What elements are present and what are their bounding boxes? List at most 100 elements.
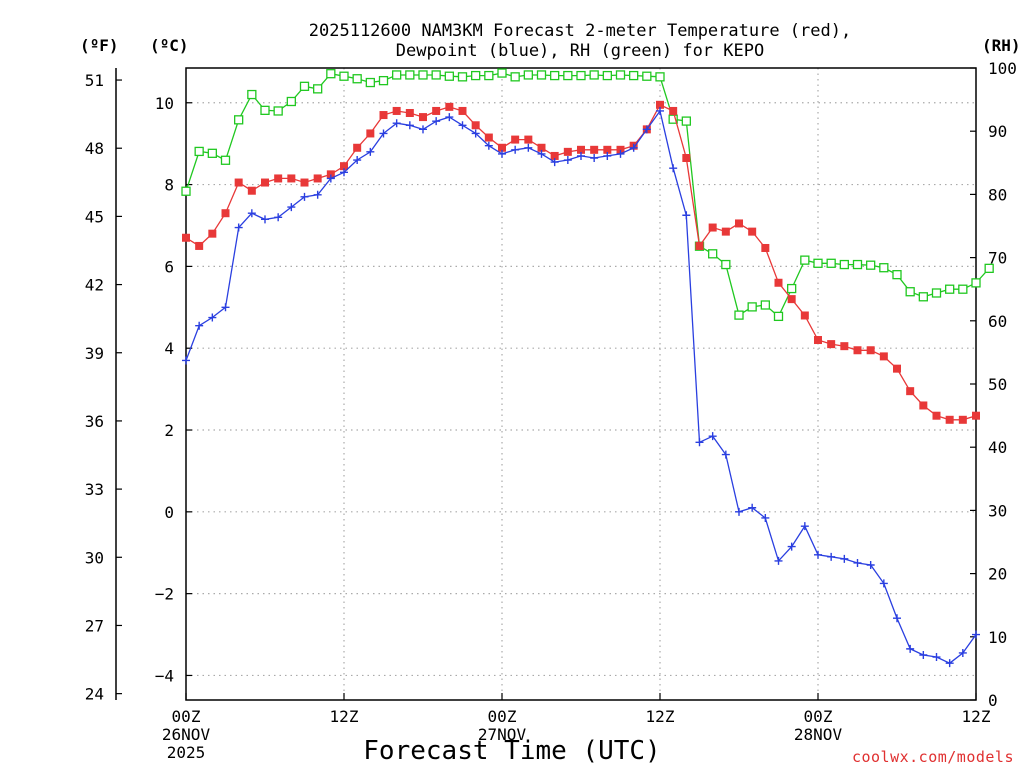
dewpoint-point bbox=[893, 614, 901, 623]
dewpoint-point bbox=[616, 149, 625, 158]
rh-tick-label: 70 bbox=[988, 249, 1007, 268]
rh-point bbox=[918, 292, 928, 302]
rh-point bbox=[615, 70, 626, 80]
temperature-point bbox=[326, 170, 335, 179]
fahrenheit-tick-label: 24 bbox=[85, 685, 104, 704]
dewpoint-point bbox=[682, 211, 691, 220]
rh-point bbox=[550, 70, 560, 81]
rh-point bbox=[642, 71, 652, 81]
rh-point bbox=[471, 70, 481, 81]
temperature-point bbox=[195, 241, 204, 250]
dewpoint-point bbox=[300, 192, 309, 201]
temperature-point bbox=[392, 106, 401, 115]
series-rh bbox=[181, 68, 994, 322]
dewpoint-point bbox=[603, 151, 612, 160]
grid-lines bbox=[186, 68, 976, 700]
rh-point bbox=[629, 70, 639, 81]
dewpoint-point bbox=[221, 303, 230, 312]
temperature-point bbox=[498, 143, 506, 152]
rh-point bbox=[852, 259, 863, 270]
dewpoint-point bbox=[419, 125, 427, 134]
dewpoint-point bbox=[247, 209, 256, 218]
temperature-point bbox=[340, 162, 348, 171]
dewpoint-point bbox=[761, 513, 770, 522]
rh-point bbox=[234, 115, 244, 125]
temperature-point bbox=[932, 411, 941, 420]
rh-point bbox=[207, 148, 217, 158]
rh-point bbox=[668, 114, 678, 124]
rh-point bbox=[286, 96, 296, 107]
time-tick-label: 28NOV bbox=[794, 725, 843, 744]
rh-point bbox=[418, 70, 428, 80]
temperature-point bbox=[708, 223, 717, 232]
x-axis-title: Forecast Time (UTC) bbox=[363, 736, 660, 766]
rh-point bbox=[484, 70, 494, 81]
rh-tick-label: 100 bbox=[988, 59, 1017, 78]
rh-point bbox=[721, 259, 731, 270]
dewpoint-point bbox=[471, 129, 480, 138]
temperature-point bbox=[945, 415, 954, 424]
rh-point bbox=[576, 70, 586, 81]
dewpoint-point bbox=[524, 143, 533, 152]
rh-point bbox=[392, 70, 402, 80]
rh-point bbox=[905, 287, 915, 297]
temperature-point bbox=[432, 106, 441, 115]
temperature-point bbox=[748, 227, 757, 236]
rh-point bbox=[773, 311, 784, 322]
temperature-point bbox=[563, 147, 572, 156]
dewpoint-point bbox=[445, 113, 454, 122]
temperature-point bbox=[972, 411, 980, 420]
fahrenheit-tick-label: 42 bbox=[85, 276, 104, 295]
time-tick-label: 12Z bbox=[330, 707, 359, 726]
dewpoint-point bbox=[774, 556, 783, 565]
rh-tick-label: 10 bbox=[988, 628, 1007, 647]
time-tick-label: 00Z bbox=[804, 707, 833, 726]
temperature-point bbox=[721, 227, 730, 236]
rh-point bbox=[181, 186, 191, 196]
dewpoint-point bbox=[379, 129, 388, 138]
temperature-point bbox=[366, 129, 375, 138]
rh-point bbox=[839, 259, 849, 270]
temperature-point bbox=[682, 153, 691, 162]
rh-point bbox=[260, 105, 270, 115]
dewpoint-point bbox=[669, 164, 678, 173]
temperature-point bbox=[537, 143, 546, 152]
rh-point bbox=[497, 68, 507, 78]
rh-point bbox=[681, 116, 691, 126]
celsius-tick-label: 8 bbox=[164, 176, 174, 195]
time-tick-label: 12Z bbox=[962, 707, 991, 726]
dewpoint-point bbox=[945, 659, 954, 668]
temperature-point bbox=[261, 178, 269, 187]
fahrenheit-tick-label: 36 bbox=[85, 412, 104, 431]
chart-title-line1: 2025112600 NAM3KM Forecast 2-meter Tempe… bbox=[309, 21, 851, 41]
temperature-point bbox=[669, 106, 678, 115]
temperature-point bbox=[524, 135, 533, 144]
dewpoint-point bbox=[814, 550, 822, 559]
rh-point bbox=[457, 72, 468, 82]
temperature-point bbox=[800, 311, 809, 320]
fahrenheit-tick-label: 48 bbox=[85, 139, 104, 158]
time-tick-label: 27NOV bbox=[478, 725, 527, 744]
dewpoint-point bbox=[195, 321, 204, 330]
celsius-tick-label: 0 bbox=[164, 503, 174, 522]
dewpoint-point bbox=[748, 503, 757, 512]
dewpoint-point bbox=[590, 153, 599, 162]
rh-point bbox=[734, 310, 744, 320]
temperature-point bbox=[735, 219, 743, 228]
dewpoint-point bbox=[827, 552, 836, 561]
temperature-point bbox=[484, 133, 493, 142]
temperature-point bbox=[774, 278, 783, 287]
temperature-point bbox=[814, 336, 822, 345]
temperature-point bbox=[893, 364, 901, 373]
temperature-point bbox=[458, 106, 467, 115]
dewpoint-point bbox=[972, 630, 980, 639]
dewpoint-point bbox=[208, 313, 217, 322]
dewpoint-point bbox=[234, 223, 243, 232]
temperature-point bbox=[511, 135, 520, 144]
dewpoint-point bbox=[537, 149, 546, 158]
celsius-tick-label: 4 bbox=[164, 339, 174, 358]
dewpoint-point bbox=[735, 507, 743, 516]
time-tick-label: 00Z bbox=[488, 707, 517, 726]
rh-point bbox=[339, 71, 349, 81]
temperature-point bbox=[353, 143, 362, 152]
